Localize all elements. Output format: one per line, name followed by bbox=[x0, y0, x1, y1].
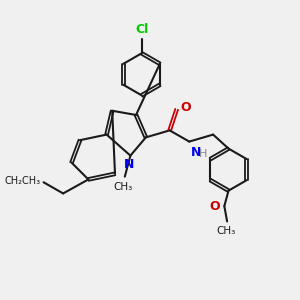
Text: N: N bbox=[191, 146, 201, 159]
Text: CH₂CH₃: CH₂CH₃ bbox=[4, 176, 41, 186]
Text: CH₃: CH₃ bbox=[114, 182, 133, 192]
Text: H: H bbox=[199, 148, 208, 159]
Text: CH₃: CH₃ bbox=[216, 226, 236, 236]
Text: Cl: Cl bbox=[135, 23, 148, 37]
Text: N: N bbox=[124, 158, 134, 171]
Text: O: O bbox=[209, 200, 220, 213]
Text: O: O bbox=[181, 101, 191, 115]
